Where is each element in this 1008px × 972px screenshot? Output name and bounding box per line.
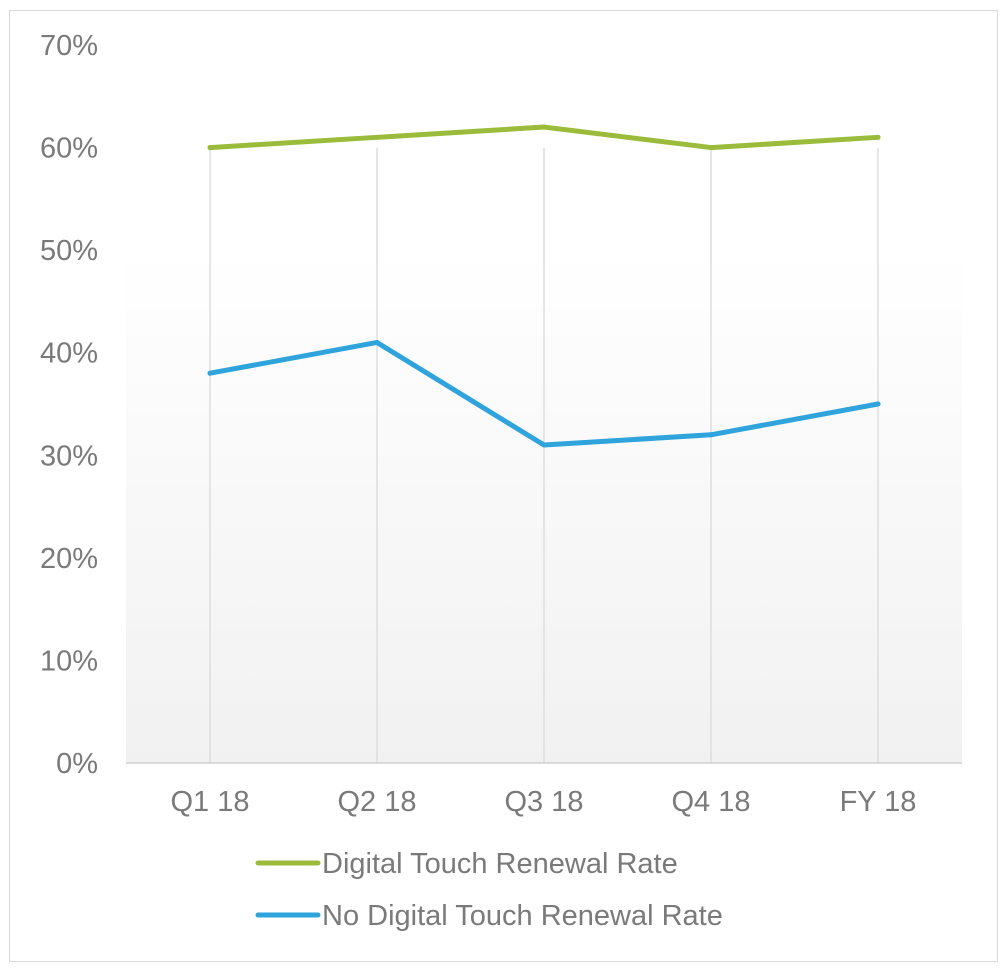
x-tick-label: Q4 18 (672, 786, 751, 818)
data-point (875, 401, 881, 407)
gridlines (209, 147, 879, 763)
y-axis-ticks: 0% 10% 20% 30% 40% 50% 60% 70% (40, 30, 98, 780)
data-point (708, 145, 714, 151)
y-tick-label: 60% (40, 133, 98, 165)
x-tick-label: Q3 18 (505, 786, 584, 818)
data-point (875, 134, 881, 140)
data-point (708, 432, 714, 438)
x-tick-label: FY 18 (840, 786, 917, 818)
data-point (374, 339, 380, 345)
y-tick-label: 20% (40, 543, 98, 575)
y-tick-label: 10% (40, 645, 98, 677)
legend-label: No Digital Touch Renewal Rate (322, 900, 723, 932)
legend: Digital Touch Renewal Rate No Digital Tou… (255, 848, 723, 932)
x-tick-label: Q2 18 (338, 786, 417, 818)
series-line-0 (207, 124, 881, 151)
y-tick-label: 70% (40, 30, 98, 62)
data-point (541, 124, 547, 130)
data-point (207, 145, 213, 151)
data-point (374, 134, 380, 140)
data-point (207, 370, 213, 376)
y-tick-label: 50% (40, 235, 98, 267)
data-point (541, 442, 547, 448)
y-tick-label: 40% (40, 338, 98, 370)
series-lines (207, 124, 881, 448)
x-tick-label: Q1 18 (171, 786, 250, 818)
y-tick-label: 30% (40, 440, 98, 472)
legend-label: Digital Touch Renewal Rate (322, 848, 678, 880)
x-axis-ticks: Q1 18 Q2 18 Q3 18 Q4 18 FY 18 (171, 786, 917, 818)
y-tick-label: 0% (56, 748, 98, 780)
